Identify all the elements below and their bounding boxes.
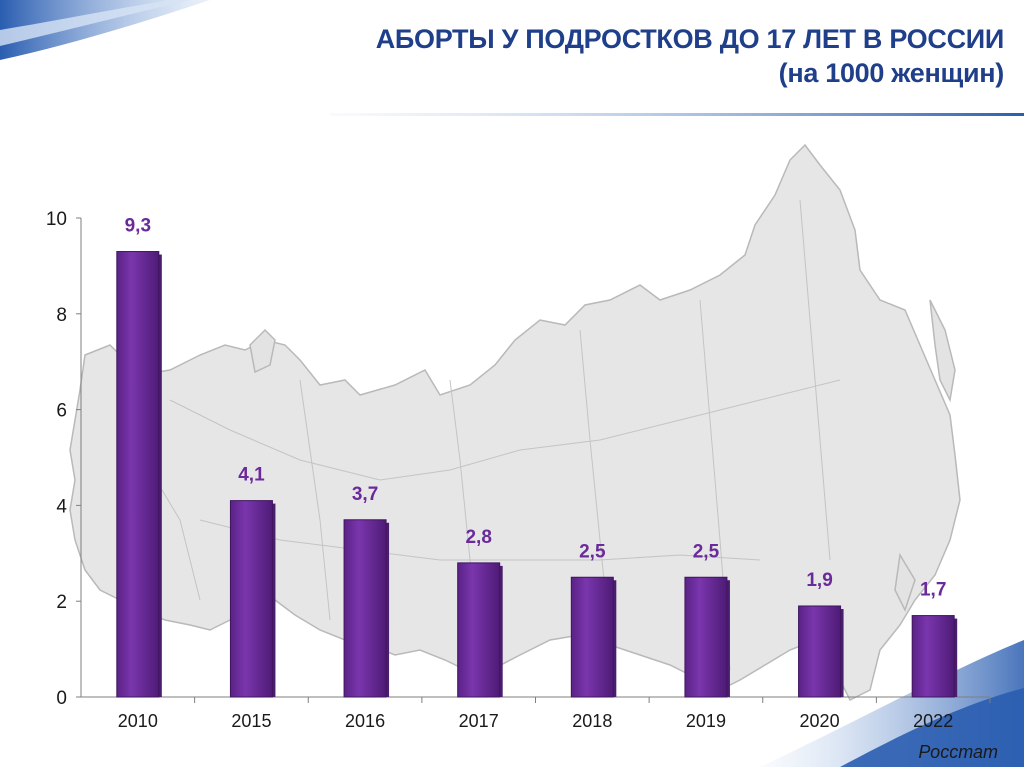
bar (798, 605, 842, 698)
bar-value-label: 4,1 (238, 465, 265, 486)
header-divider (330, 113, 1024, 116)
title-main: АБОРТЫ У ПОДРОСТКОВ ДО 17 ЛЕТ В РОССИИ (375, 24, 1005, 54)
x-ticks: 2010 2015 2016 2017 2018 2019 2020 2022 (118, 697, 991, 731)
bar-value-label: 1,7 (920, 580, 946, 601)
bar-value-label: 1,9 (806, 570, 832, 591)
bar-value-label: 3,7 (352, 484, 378, 505)
bar (570, 576, 614, 698)
bar-value-label: 2,5 (693, 541, 720, 562)
x-tick-label: 2010 (118, 711, 158, 731)
x-tick-label: 2016 (345, 711, 385, 731)
bar (116, 251, 160, 698)
x-tick-label: 2015 (231, 711, 271, 731)
top-wave-decoration (0, 0, 210, 60)
bar-value-label: 2,8 (465, 527, 491, 548)
title-subtitle: (на 1000 женщин) (778, 58, 1005, 88)
x-tick-label: 2017 (459, 711, 499, 731)
bar-value-label: 9,3 (125, 216, 151, 237)
y-tick-label: 6 (56, 401, 67, 422)
russia-map-background (69, 143, 961, 702)
source-label: Росстат (918, 742, 998, 762)
y-tick-label: 0 (56, 688, 67, 709)
bar-value-label: 2,5 (579, 541, 606, 562)
bar (684, 576, 728, 698)
y-tick-label: 2 (56, 592, 67, 613)
y-ticks: 0 2 4 6 8 10 (46, 209, 81, 709)
bar (229, 500, 273, 698)
y-tick-label: 10 (46, 209, 67, 230)
bar (911, 615, 955, 698)
bar (457, 562, 501, 698)
x-tick-label: 2018 (572, 711, 612, 731)
slide-title: АБОРТЫ У ПОДРОСТКОВ ДО 17 ЛЕТ В РОССИИ (… (304, 22, 1005, 90)
bar (343, 519, 387, 698)
x-tick-label: 2020 (800, 711, 840, 731)
value-labels: 9,3 4,1 3,7 2,8 2,5 2,5 1,9 1,7 (125, 216, 947, 601)
bottom-wave-decoration (760, 640, 1024, 767)
x-tick-label: 2019 (686, 711, 726, 731)
bars (116, 251, 958, 698)
y-tick-label: 4 (56, 496, 67, 517)
x-tick-label: 2022 (913, 711, 953, 731)
y-tick-label: 8 (56, 305, 67, 326)
